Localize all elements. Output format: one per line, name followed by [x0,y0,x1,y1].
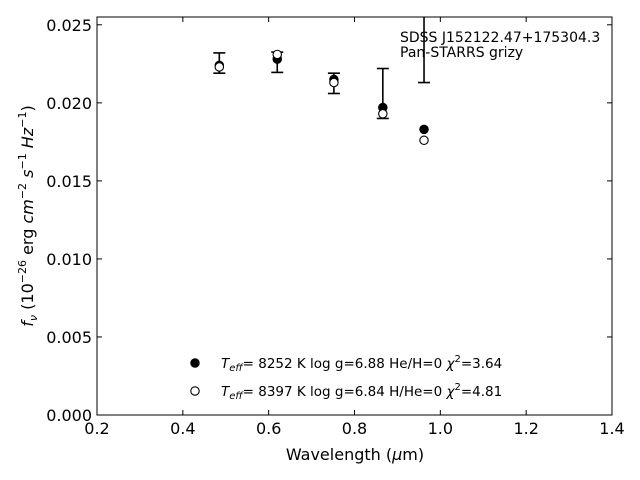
data-marks [213,17,431,146]
model-point-h-he [272,49,282,60]
model-point-he-h [419,124,429,135]
model-point-h-he [419,135,429,146]
x-tick-label: 1.2 [513,419,538,438]
legend-entry-label: Teff= 8252 K log g=6.88 He/H=0 χ2=3.64 [221,354,502,374]
model-point-h-he [329,77,339,88]
y-tick-label: 0.025 [46,16,92,35]
object-name-annotation: SDSS J152122.47+175304.3 [400,30,600,46]
x-tick-label: 1.0 [428,419,453,438]
model-point-h-he [214,62,225,72]
model-point-h-he [378,109,388,119]
x-tick-label: 1.4 [599,419,624,438]
x-axis-label: Wavelength (μm) [286,445,424,464]
legend-marker-open [190,386,200,396]
y-tick-label: 0.005 [46,328,92,347]
x-tick-label: 0.6 [256,419,281,438]
legend-marker-filled [190,358,200,368]
y-tick-label: 0.015 [46,172,92,191]
y-tick-label: 0.010 [46,250,92,269]
x-tick-label: 0.8 [342,419,367,438]
x-tick-label: 0.4 [170,419,195,438]
survey-annotation: Pan-STARRS grizy [400,45,523,61]
plot-frame [96,16,613,416]
y-tick-label: 0.000 [46,406,92,425]
y-tick-label: 0.020 [46,94,92,113]
x-tick-label: 0.2 [84,419,109,438]
y-axis-label: fν (10−26 erg cm−2 s−1 Hz−1) [16,105,40,326]
legend: Teff= 8252 K log g=6.88 He/H=0 χ2=3.64 Te… [190,354,502,402]
axis-ticks: 0.2 0.4 0.6 0.8 1.0 1.2 1.4 0.000 0.005 0.010 0.01… [46,16,625,438]
legend-entry-label: Teff= 8397 K log g=6.84 H/He=0 χ2=4.81 [221,382,502,402]
